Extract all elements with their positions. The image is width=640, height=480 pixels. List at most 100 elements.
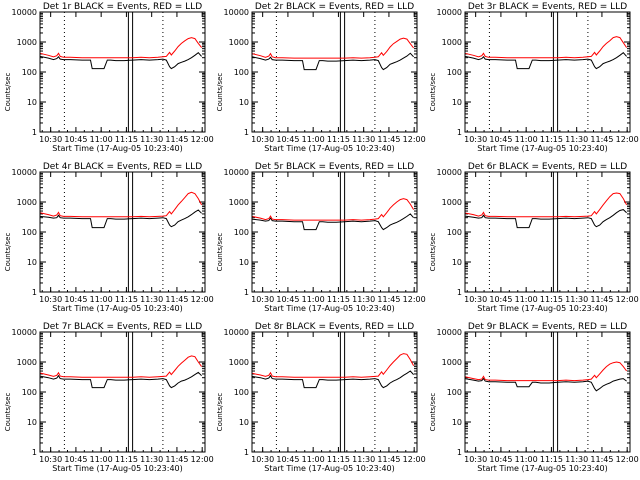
y-axis-label: Counts/sec [216,393,224,432]
x-tick-label: 11:15 [327,135,350,144]
x-tick-label: 12:00 [403,455,426,464]
x-tick-label: 11:45 [377,295,400,304]
x-tick-label: 11:00 [515,295,538,304]
x-tick-label: 11:15 [115,135,138,144]
x-tick-label: 10:45 [276,295,299,304]
x-tick-label: 10:45 [64,295,87,304]
x-tick-label: 10:30 [464,455,487,464]
x-axis-label: Start Time (17-Aug-05 10:23:40) [264,144,395,153]
x-tick-label: 10:45 [489,455,512,464]
y-tick-label: 100 [22,228,37,237]
panel-title: Det 4r BLACK = Events, RED = LLD [43,162,202,172]
y-tick-label: 1 [457,128,462,137]
series-events [251,370,414,389]
series-lld [39,355,203,378]
plot-frame [464,331,631,453]
plot-frame [251,171,418,293]
y-tick-label: 1000 [442,358,462,367]
x-tick-label: 11:30 [352,135,375,144]
x-tick-label: 11:00 [90,295,113,304]
panel-det-1r: Det 1r BLACK = Events, RED = LLD 1 10 100 10… [4,2,214,153]
plot-frame [39,171,206,293]
x-tick-label: 12:00 [191,295,214,304]
series-events [251,213,414,231]
x-tick-label: 11:30 [352,455,375,464]
series-events [464,209,627,229]
y-tick-label: 1 [32,288,37,297]
x-axis-label: Start Time (17-Aug-05 10:23:40) [52,464,183,473]
panel-det-7r: Det 7r BLACK = Events, RED = LLD 1 10 100 10… [4,322,214,473]
y-tick-label: 1 [244,128,249,137]
x-tick-label: 11:45 [377,135,400,144]
y-tick-label: 10000 [437,328,462,337]
panel-title: Det 3r BLACK = Events, RED = LLD [468,2,627,12]
x-tick-label: 10:30 [251,135,274,144]
x-tick-label: 10:30 [464,135,487,144]
y-tick-label: 1000 [17,358,37,367]
x-tick-label: 11:30 [140,135,163,144]
y-tick-label: 1 [457,288,462,297]
x-tick-label: 12:00 [403,135,426,144]
y-tick-label: 10 [27,98,37,107]
x-tick-label: 11:30 [352,295,375,304]
y-tick-label: 1000 [229,38,249,47]
y-tick-label: 10 [239,258,249,267]
plot-frame [39,11,206,133]
series-events [39,209,202,229]
series-lld [251,198,415,221]
y-tick-label: 1000 [229,358,249,367]
plot-frame [39,331,206,453]
y-axis-label: Counts/sec [216,233,224,272]
y-tick-label: 1000 [17,38,37,47]
x-tick-label: 11:45 [165,135,188,144]
x-tick-label: 10:30 [39,135,62,144]
y-tick-label: 1000 [229,198,249,207]
plot-frame [251,331,418,453]
y-tick-label: 10000 [224,328,249,337]
x-tick-label: 11:45 [590,295,613,304]
series-lld [39,37,202,59]
x-tick-label: 10:30 [39,455,62,464]
panel-title: Det 5r BLACK = Events, RED = LLD [255,162,414,172]
series-lld [464,192,628,218]
x-axis-label: Start Time (17-Aug-05 10:23:40) [264,304,395,313]
series-lld [251,37,414,59]
x-tick-label: 10:45 [64,455,87,464]
x-tick-label: 11:15 [540,135,563,144]
x-tick-label: 11:15 [540,295,563,304]
panel-title: Det 8r BLACK = Events, RED = LLD [255,322,414,332]
x-tick-label: 11:00 [90,455,113,464]
y-tick-label: 10 [452,258,462,267]
panel-title: Det 9r BLACK = Events, RED = LLD [468,322,627,332]
x-tick-label: 12:00 [191,135,214,144]
series-events [464,52,627,70]
x-tick-label: 10:30 [464,295,487,304]
x-axis-label: Start Time (17-Aug-05 10:23:40) [52,304,183,313]
x-axis-label: Start Time (17-Aug-05 10:23:40) [264,464,395,473]
x-tick-label: 11:15 [327,455,350,464]
x-tick-label: 11:45 [165,295,188,304]
y-tick-label: 100 [447,228,462,237]
x-tick-label: 10:45 [276,135,299,144]
y-tick-label: 1 [32,128,37,137]
x-tick-label: 11:15 [115,295,138,304]
x-tick-label: 11:00 [302,295,325,304]
panel-det-2r: Det 2r BLACK = Events, RED = LLD 1 10 100 10… [216,2,426,153]
x-tick-label: 12:00 [616,455,639,464]
y-tick-label: 10000 [12,328,37,337]
panel-title: Det 2r BLACK = Events, RED = LLD [255,2,414,12]
y-tick-label: 10000 [12,8,37,17]
y-tick-label: 100 [234,228,249,237]
series-lld [464,36,628,59]
x-tick-label: 11:00 [302,455,325,464]
x-tick-label: 11:00 [515,455,538,464]
y-tick-label: 100 [234,68,249,77]
x-tick-label: 11:30 [565,135,588,144]
x-tick-label: 11:00 [90,135,113,144]
y-tick-label: 1000 [442,38,462,47]
y-tick-label: 10 [452,418,462,427]
y-tick-label: 100 [22,68,37,77]
y-tick-label: 1 [244,288,249,297]
series-lld [39,191,203,218]
x-tick-label: 11:15 [115,455,138,464]
